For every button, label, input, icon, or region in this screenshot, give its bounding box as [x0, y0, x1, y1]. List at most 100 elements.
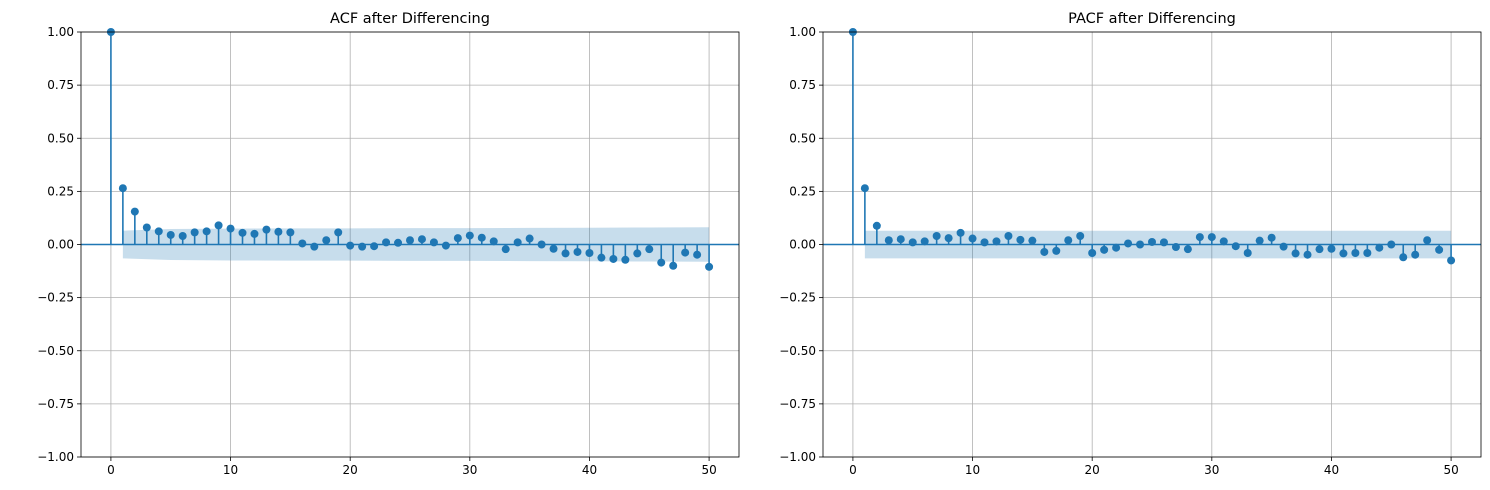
- acf-point-lag-2: [130, 207, 139, 216]
- pacf-point-lag-3: [884, 236, 893, 245]
- acf-point-lag-42: [609, 254, 618, 263]
- acf-point-lag-19: [334, 228, 343, 237]
- pacf-point-lag-48: [1423, 236, 1432, 245]
- acf-point-lag-44: [633, 249, 642, 258]
- acf-point-lag-11: [238, 228, 247, 237]
- acf-point-lag-16: [298, 239, 307, 248]
- pacf-xtick-label-50: 50: [1443, 463, 1458, 477]
- pacf-point-lag-22: [1112, 243, 1121, 252]
- acf-xtick-label-20: 20: [343, 463, 358, 477]
- acf-ytick-label-1: 1.00: [47, 25, 74, 39]
- acf-point-lag-29: [453, 234, 462, 243]
- pacf-point-lag-7: [932, 232, 941, 240]
- acf-panel: 0 10 20 30 40 50 −1.00 −0.75 −0.50 −0.25 0.00 0.25 0…: [37, 11, 740, 477]
- acf-point-lag-15: [286, 228, 295, 237]
- pacf-point-lag-19: [1076, 232, 1085, 240]
- pacf-ytick-label--0.75: −0.75: [779, 397, 816, 411]
- pacf-ticks: [819, 31, 1452, 461]
- acf-point-lag-7: [190, 228, 199, 237]
- pacf-point-lag-43: [1363, 249, 1372, 257]
- acf-point-lag-13: [262, 225, 271, 234]
- acf-point-lag-43: [621, 255, 630, 264]
- pacf-point-lag-1: [860, 184, 869, 193]
- pacf-point-lag-32: [1231, 242, 1240, 251]
- pacf-point-lag-4: [896, 235, 905, 244]
- acf-ytick-label-0.25: 0.25: [47, 184, 74, 198]
- pacf-point-lag-44: [1375, 243, 1384, 252]
- acf-point-lag-12: [250, 229, 259, 238]
- acf-point-lag-3: [142, 223, 151, 232]
- acf-ytick-label-0: 0.00: [47, 238, 74, 252]
- pacf-point-lag-30: [1207, 233, 1216, 242]
- acf-point-lag-45: [645, 245, 654, 254]
- acf-ytick-label-0.5: 0.50: [47, 131, 74, 145]
- acf-point-lag-47: [669, 261, 678, 270]
- acf-point-lag-35: [525, 234, 534, 243]
- acf-point-lag-31: [477, 233, 486, 242]
- pacf-point-lag-29: [1195, 233, 1204, 242]
- acf-point-lag-38: [561, 249, 570, 258]
- pacf-point-lag-50: [1447, 256, 1456, 265]
- acf-tick-labels: 0 10 20 30 40 50 −1.00 −0.75 −0.50 −0.25 0.00 0.25 0…: [37, 25, 717, 477]
- pacf-point-lag-36: [1279, 242, 1288, 251]
- pacf-point-lag-39: [1315, 245, 1324, 254]
- acf-title: ACF after Differencing: [330, 11, 490, 27]
- acf-point-lag-48: [681, 248, 690, 257]
- pacf-point-lag-35: [1267, 233, 1276, 242]
- acf-xtick-label-40: 40: [582, 463, 597, 477]
- pacf-point-lag-40: [1327, 244, 1336, 253]
- pacf-ytick-label--0.5: −0.50: [779, 344, 816, 358]
- acf-point-lag-17: [310, 242, 319, 251]
- pacf-point-lag-33: [1243, 249, 1252, 257]
- pacf-point-lag-49: [1435, 245, 1444, 254]
- acf-point-lag-8: [202, 227, 211, 236]
- pacf-point-lag-5: [908, 238, 917, 247]
- pacf-point-lag-46: [1399, 253, 1408, 262]
- pacf-ytick-label-0: 0.00: [789, 238, 816, 252]
- pacf-markers: [848, 28, 1456, 265]
- acf-point-lag-25: [406, 236, 414, 245]
- pacf-point-lag-11: [980, 238, 989, 247]
- acf-point-lag-36: [537, 240, 546, 249]
- acf-point-lag-30: [465, 231, 474, 240]
- pacf-point-lag-47: [1411, 250, 1420, 259]
- pacf-point-lag-28: [1183, 245, 1192, 254]
- acf-point-lag-50: [705, 262, 714, 271]
- acf-point-lag-21: [358, 242, 367, 251]
- acf-point-lag-27: [429, 238, 438, 247]
- acf-point-lag-46: [657, 258, 666, 267]
- acf-point-lag-37: [549, 244, 558, 253]
- pacf-point-lag-15: [1028, 236, 1037, 245]
- acf-point-lag-49: [693, 250, 702, 259]
- acf-xtick-label-10: 10: [223, 463, 238, 477]
- pacf-point-lag-9: [956, 228, 965, 237]
- pacf-point-lag-27: [1171, 243, 1180, 252]
- pacf-xtick-label-40: 40: [1324, 463, 1339, 477]
- pacf-point-lag-24: [1136, 240, 1145, 249]
- pacf-point-lag-18: [1064, 236, 1073, 245]
- acf-ytick-label--0.25: −0.25: [37, 291, 74, 305]
- pacf-tick-labels: 0 10 20 30 40 50 −1.00 −0.75 −0.50 −0.25 0.00 0.25 0…: [779, 25, 1459, 477]
- acf-point-lag-24: [394, 238, 403, 247]
- acf-point-lag-23: [382, 238, 391, 247]
- acf-ytick-label--0.5: −0.50: [37, 344, 74, 358]
- acf-point-lag-14: [274, 227, 283, 236]
- pacf-xtick-label-10: 10: [965, 463, 980, 477]
- pacf-point-lag-20: [1088, 249, 1097, 257]
- pacf-ytick-label--0.25: −0.25: [779, 291, 816, 305]
- pacf-point-lag-25: [1148, 237, 1156, 246]
- pacf-point-lag-17: [1052, 246, 1061, 255]
- acf-ytick-label-0.75: 0.75: [47, 78, 74, 92]
- acf-point-lag-34: [513, 238, 522, 247]
- acf-markers: [106, 28, 714, 271]
- pacf-xtick-label-0: 0: [849, 463, 857, 477]
- pacf-title: PACF after Differencing: [1068, 11, 1236, 27]
- pacf-point-lag-12: [992, 237, 1001, 246]
- pacf-point-lag-13: [1004, 232, 1013, 240]
- pacf-point-lag-38: [1303, 250, 1312, 259]
- pacf-panel: 0 10 20 30 40 50 −1.00 −0.75 −0.50 −0.25 0.00 0.25 0…: [779, 11, 1482, 477]
- pacf-point-lag-41: [1339, 249, 1348, 258]
- pacf-point-lag-31: [1219, 237, 1228, 246]
- acf-point-lag-18: [322, 236, 331, 245]
